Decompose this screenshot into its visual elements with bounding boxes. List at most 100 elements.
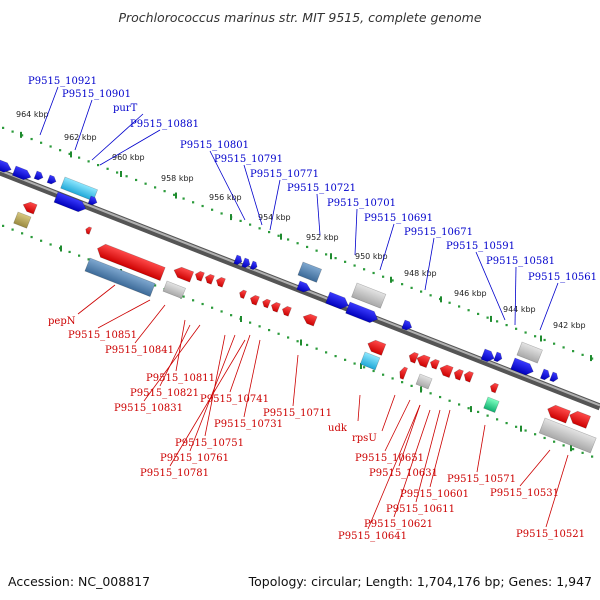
forward-leader-line bbox=[354, 208, 358, 256]
gene-red bbox=[205, 273, 215, 285]
kbp-tick-label: 948 kbp bbox=[404, 269, 437, 278]
gene-gray bbox=[162, 280, 187, 299]
reverse-leader-line bbox=[292, 354, 299, 407]
gene-cyan bbox=[359, 351, 381, 371]
gene-gray bbox=[351, 282, 387, 309]
gene-blue bbox=[296, 280, 311, 293]
reverse-leader-line bbox=[175, 319, 186, 372]
gene-red bbox=[453, 368, 464, 381]
reverse-leader-line bbox=[545, 454, 569, 528]
reverse-label-p9515-10811: P9515_10811 bbox=[146, 373, 215, 384]
gene-red bbox=[216, 276, 226, 288]
reverse-label-p9515-10711: P9515_10711 bbox=[263, 408, 332, 419]
reverse-leader-line bbox=[97, 299, 151, 329]
reverse-label-p9515-10641: P9515_10641 bbox=[338, 531, 407, 542]
reverse-label-p9515-10741: P9515_10741 bbox=[200, 394, 269, 405]
forward-leader-line bbox=[539, 282, 559, 331]
forward-label-p9515-10721: P9515_10721 bbox=[287, 183, 356, 194]
kbp-tick-label: 958 kbp bbox=[161, 174, 194, 183]
reverse-label-pepn: pepN bbox=[48, 316, 76, 327]
gene-blue bbox=[0, 159, 12, 173]
reverse-leader-line bbox=[243, 339, 261, 418]
reverse-leader-line bbox=[169, 339, 246, 467]
reverse-label-p9515-10851: P9515_10851 bbox=[68, 330, 137, 341]
forward-label-p9515-10881: P9515_10881 bbox=[130, 119, 199, 130]
forward-leader-line bbox=[209, 150, 246, 221]
gene-blue bbox=[401, 319, 413, 331]
reverse-label-p9515-10831: P9515_10831 bbox=[114, 403, 183, 414]
forward-label-p9515-10581: P9515_10581 bbox=[486, 256, 555, 267]
gene-red bbox=[195, 270, 205, 282]
forward-label-p9515-10801: P9515_10801 bbox=[180, 140, 249, 151]
gene-red bbox=[416, 354, 431, 369]
forward-leader-line bbox=[91, 113, 144, 161]
gene-red bbox=[463, 370, 474, 383]
forward-leader-line bbox=[475, 251, 506, 321]
gene-red bbox=[97, 243, 166, 281]
kbp-tick-label: 946 kbp bbox=[454, 289, 487, 298]
kbp-tick-label: 962 kbp bbox=[64, 133, 97, 142]
reverse-label-p9515-10841: P9515_10841 bbox=[105, 345, 174, 356]
reverse-leader-line bbox=[367, 404, 421, 530]
reverse-leader-line bbox=[159, 324, 191, 387]
reverse-leader-line bbox=[229, 334, 251, 393]
gene-blue bbox=[233, 254, 243, 266]
forward-leader-line bbox=[99, 129, 161, 166]
kbp-ticks: 964 kbp 962 kbp 960 kbp 958 kbp 956 kbp 954 k… bbox=[16, 110, 586, 330]
gene-labels: P9515_10921 P9515_10901 purT P9515_10881 P95… bbox=[28, 76, 597, 542]
reverse-leader-line bbox=[77, 284, 116, 315]
forward-label-p9515-10591: P9515_10591 bbox=[446, 241, 515, 252]
gene-blue bbox=[480, 348, 495, 362]
gene-blue bbox=[510, 357, 534, 376]
forward-label-p9515-10701: P9515_10701 bbox=[327, 198, 396, 209]
forward-label-p9515-10771: P9515_10771 bbox=[250, 169, 319, 180]
gene-blue bbox=[539, 368, 550, 381]
reverse-leader-line bbox=[357, 394, 361, 422]
gene-red bbox=[239, 289, 247, 300]
genome-summary-text: Topology: circular; Length: 1,704,176 bp… bbox=[248, 574, 592, 589]
gene-red bbox=[547, 404, 571, 424]
forward-leader-line bbox=[39, 86, 59, 136]
kbp-tick-label: 954 kbp bbox=[258, 213, 291, 222]
gene-red bbox=[22, 201, 38, 215]
gene-blue bbox=[549, 371, 559, 383]
gene-features bbox=[0, 159, 597, 454]
gene-blue bbox=[33, 170, 44, 181]
forward-label-p9515-10691: P9515_10691 bbox=[364, 213, 433, 224]
gene-gray bbox=[415, 373, 433, 390]
reverse-label-p9515-10631: P9515_10631 bbox=[369, 468, 438, 479]
reverse-label-p9515-10651: P9515_10651 bbox=[355, 453, 424, 464]
gene-blue bbox=[241, 257, 251, 269]
reverse-label-p9515-10571: P9515_10571 bbox=[447, 474, 516, 485]
gene-red bbox=[302, 313, 318, 327]
gene-red bbox=[250, 294, 260, 306]
gene-red bbox=[271, 301, 281, 313]
forward-label-purt: purT bbox=[113, 103, 138, 114]
reverse-label-rpsu: rpsU bbox=[352, 433, 377, 444]
reverse-leader-line bbox=[519, 449, 551, 487]
gene-steel bbox=[84, 257, 156, 297]
gene-red bbox=[490, 382, 499, 394]
reverse-leader-line bbox=[384, 399, 411, 452]
kbp-tick-label: 964 kbp bbox=[16, 110, 49, 119]
reverse-label-p9515-10521: P9515_10521 bbox=[516, 529, 585, 540]
figure-title: Prochlorococcus marinus str. MIT 9515, c… bbox=[118, 10, 481, 25]
forward-label-p9515-10671: P9515_10671 bbox=[404, 227, 473, 238]
gene-red bbox=[430, 358, 440, 370]
gene-blue bbox=[53, 191, 87, 213]
reverse-label-p9515-10731: P9515_10731 bbox=[214, 419, 283, 430]
kbp-tick-label: 952 kbp bbox=[306, 233, 339, 242]
forward-label-p9515-10901: P9515_10901 bbox=[62, 89, 131, 100]
accession-text: Accession: NC_008817 bbox=[8, 574, 150, 589]
gene-red bbox=[569, 410, 592, 429]
forward-leader-line bbox=[379, 223, 395, 271]
reverse-leader-line bbox=[476, 424, 486, 473]
gene-red bbox=[173, 266, 195, 283]
forward-label-p9515-10561: P9515_10561 bbox=[528, 272, 597, 283]
label-leader-lines bbox=[39, 86, 569, 530]
gene-blue bbox=[345, 301, 379, 323]
reverse-label-udk: udk bbox=[328, 423, 348, 434]
reverse-leader-line bbox=[415, 409, 441, 503]
